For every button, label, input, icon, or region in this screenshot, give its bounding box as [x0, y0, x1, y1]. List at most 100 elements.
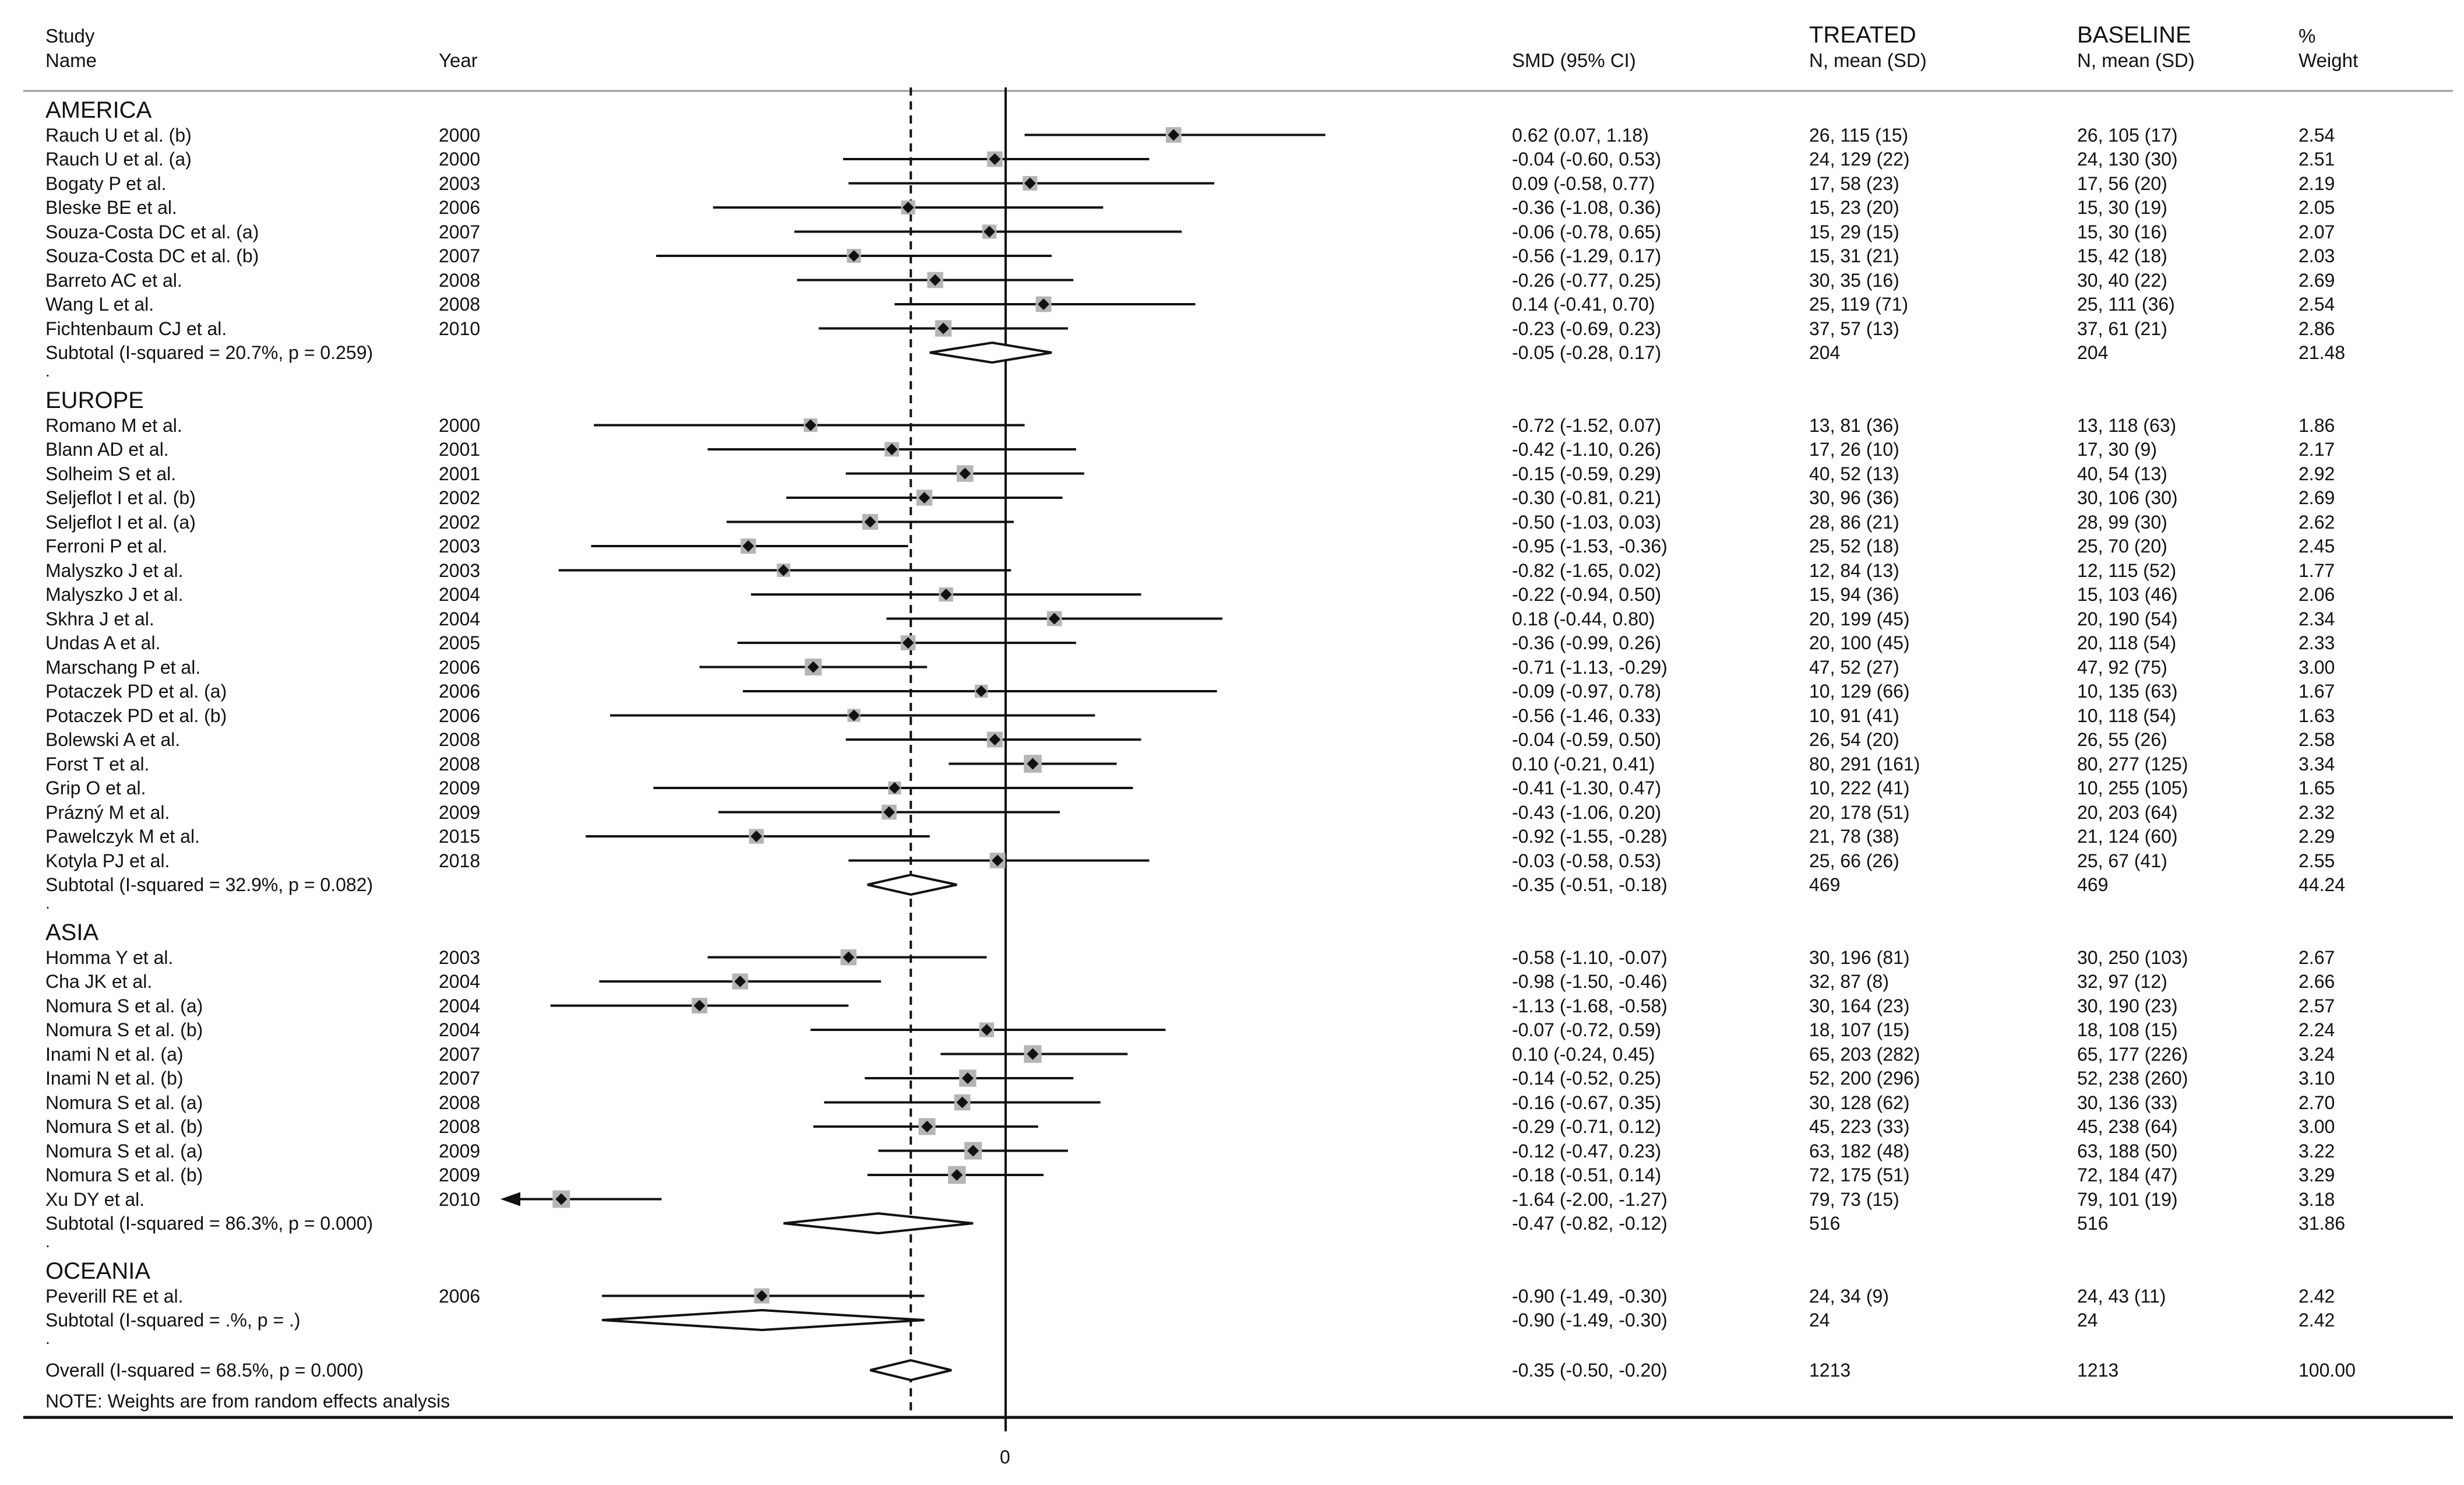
- point-estimate: [902, 637, 914, 649]
- study-treated: 26, 115 (15): [1809, 124, 1909, 146]
- study-weight: 2.92: [2299, 463, 2335, 484]
- study-year: 2008: [439, 1116, 481, 1137]
- study-name: Cha JK et al.: [45, 971, 153, 992]
- point-estimate: [807, 661, 819, 673]
- study-ci: -0.18 (-0.51, 0.14): [1512, 1164, 1662, 1185]
- subtotal-ci: -0.35 (-0.51, -0.18): [1512, 874, 1668, 895]
- study-treated: 40, 52 (13): [1809, 463, 1899, 484]
- point-estimate: [886, 444, 898, 455]
- study-treated: 24, 129 (22): [1809, 149, 1910, 170]
- point-estimate: [1048, 613, 1060, 625]
- study-ci: -0.16 (-0.67, 0.35): [1512, 1092, 1662, 1113]
- region-label-asia: ASIA: [45, 920, 99, 945]
- overall-ci: -0.35 (-0.50, -0.20): [1512, 1360, 1668, 1381]
- study-baseline: 28, 99 (30): [2077, 511, 2167, 533]
- study-baseline: 20, 203 (64): [2077, 801, 2178, 823]
- point-estimate: [959, 467, 971, 480]
- study-baseline: 25, 111 (36): [2077, 294, 2175, 315]
- study-name: Undas A et al.: [45, 632, 161, 653]
- study-year: 2003: [439, 559, 481, 581]
- study-weight: 2.62: [2299, 511, 2335, 533]
- study-treated: 32, 87 (8): [1809, 971, 1889, 992]
- study-name: Rauch U et al. (a): [45, 149, 192, 170]
- overall-diamond: [870, 1359, 952, 1382]
- study-year: 2001: [439, 439, 481, 460]
- study-baseline: 26, 105 (17): [2077, 124, 2178, 146]
- study-treated: 30, 196 (81): [1809, 946, 1910, 968]
- study-baseline: 20, 190 (54): [2077, 608, 2178, 629]
- study-weight: 2.57: [2299, 995, 2335, 1016]
- study-year: 2003: [439, 173, 481, 194]
- study-year: 2010: [439, 318, 481, 339]
- study-treated: 72, 175 (51): [1809, 1164, 1910, 1185]
- study-ci: -0.04 (-0.60, 0.53): [1512, 149, 1662, 170]
- study-treated: 18, 107 (15): [1809, 1019, 1910, 1040]
- overall-treated: 1213: [1809, 1360, 1851, 1381]
- study-treated: 17, 26 (10): [1809, 439, 1899, 460]
- study-ci: -0.92 (-1.55, -0.28): [1512, 826, 1668, 847]
- study-weight: 3.18: [2299, 1188, 2335, 1210]
- study-baseline: 15, 30 (16): [2077, 221, 2167, 242]
- study-weight: 2.66: [2299, 971, 2335, 992]
- subtotal-label: Subtotal (I-squared = 20.7%, p = 0.259): [45, 342, 373, 363]
- point-estimate: [555, 1193, 567, 1205]
- study-baseline: 24, 130 (30): [2077, 149, 2178, 170]
- study-ci: -0.07 (-0.72, 0.59): [1512, 1019, 1662, 1040]
- study-weight: 2.06: [2299, 584, 2335, 605]
- subtotal-label: Subtotal (I-squared = .%, p = .): [45, 1310, 301, 1331]
- baseline-subheader: N, mean (SD): [2077, 50, 2195, 71]
- study-weight: 2.69: [2299, 487, 2335, 508]
- point-estimate: [961, 1072, 974, 1084]
- study-weight: 1.65: [2299, 777, 2335, 798]
- study-year: 2004: [439, 584, 481, 605]
- study-weight: 2.58: [2299, 729, 2335, 750]
- point-estimate: [1024, 177, 1036, 189]
- point-estimate: [777, 564, 789, 576]
- study-treated: 79, 73 (15): [1809, 1188, 1899, 1210]
- study-name: Bogaty P et al.: [45, 173, 167, 194]
- study-baseline: 30, 136 (33): [2077, 1092, 2178, 1113]
- subtotal-ci: -0.05 (-0.28, 0.17): [1512, 342, 1662, 363]
- study-baseline: 15, 103 (46): [2077, 584, 2178, 605]
- study-treated: 21, 78 (38): [1809, 826, 1899, 847]
- study-name: Seljeflot I et al. (a): [45, 511, 196, 533]
- study-ci: -0.56 (-1.46, 0.33): [1512, 705, 1662, 726]
- point-estimate: [756, 1290, 768, 1302]
- study-treated: 15, 23 (20): [1809, 197, 1899, 218]
- subtotal-ci: -0.47 (-0.82, -0.12): [1512, 1213, 1668, 1234]
- study-treated: 20, 199 (45): [1809, 608, 1910, 629]
- study-year: 2006: [439, 656, 481, 678]
- separator-dot: .: [45, 894, 50, 912]
- point-estimate: [1038, 298, 1050, 310]
- subtotal-ci: -0.90 (-1.49, -0.30): [1512, 1310, 1668, 1331]
- study-ci: -0.04 (-0.59, 0.50): [1512, 729, 1662, 750]
- study-name: Seljeflot I et al. (b): [45, 487, 196, 508]
- study-baseline: 63, 188 (50): [2077, 1140, 2178, 1162]
- study-name: Pawelczyk M et al.: [45, 826, 200, 847]
- study-year: 2004: [439, 608, 481, 629]
- study-weight: 2.17: [2299, 439, 2335, 460]
- subtotal-weight: 21.48: [2299, 342, 2346, 363]
- study-year: 2015: [439, 826, 481, 847]
- study-year: 2000: [439, 414, 481, 436]
- study-treated: 30, 96 (36): [1809, 487, 1899, 508]
- study-treated: 26, 54 (20): [1809, 729, 1899, 750]
- study-ci: -0.36 (-0.99, 0.26): [1512, 632, 1662, 653]
- subtotal-diamond: [783, 1212, 974, 1235]
- treated-header: TREATED: [1809, 22, 1916, 48]
- study-ci: -0.72 (-1.52, 0.07): [1512, 414, 1662, 436]
- study-name: Nomura S et al. (a): [45, 1140, 203, 1162]
- study-name: Solheim S et al.: [45, 463, 177, 484]
- point-estimate: [989, 153, 1001, 165]
- study-treated: 24, 34 (9): [1809, 1285, 1889, 1307]
- region-label-europe: EUROPE: [45, 388, 144, 413]
- study-year: 2004: [439, 995, 481, 1016]
- study-weight: 2.29: [2299, 826, 2335, 847]
- study-name: Inami N et al. (b): [45, 1068, 184, 1089]
- point-estimate: [805, 419, 817, 431]
- study-baseline: 30, 40 (22): [2077, 269, 2167, 291]
- separator-dot: .: [45, 1329, 50, 1347]
- study-weight: 2.69: [2299, 269, 2335, 291]
- point-estimate: [889, 782, 901, 794]
- study-name: Romano M et al.: [45, 414, 182, 436]
